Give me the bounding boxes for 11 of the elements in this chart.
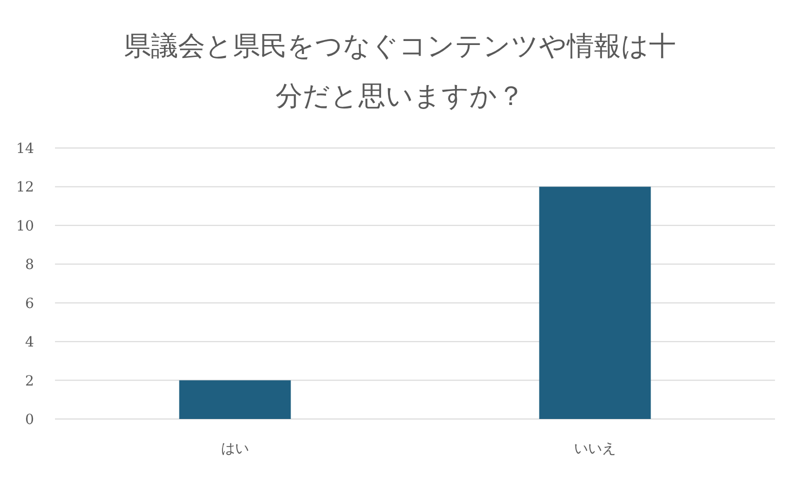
x-tick-label: はい: [221, 441, 249, 457]
y-tick-label: 2: [25, 373, 34, 390]
y-tick-label: 0: [25, 412, 34, 428]
y-tick-label: 8: [25, 257, 34, 274]
y-tick-label: 14: [16, 141, 34, 157]
y-tick-label: 6: [25, 296, 34, 312]
x-tick-label: いいえ: [574, 441, 616, 457]
y-tick-label: 10: [16, 218, 34, 234]
chart-title: 県議会と県民をつなぐコンテンツや情報は十分だと思いますか？: [124, 31, 676, 112]
y-tick-label: 12: [16, 180, 34, 196]
y-tick-label: 4: [25, 334, 34, 351]
